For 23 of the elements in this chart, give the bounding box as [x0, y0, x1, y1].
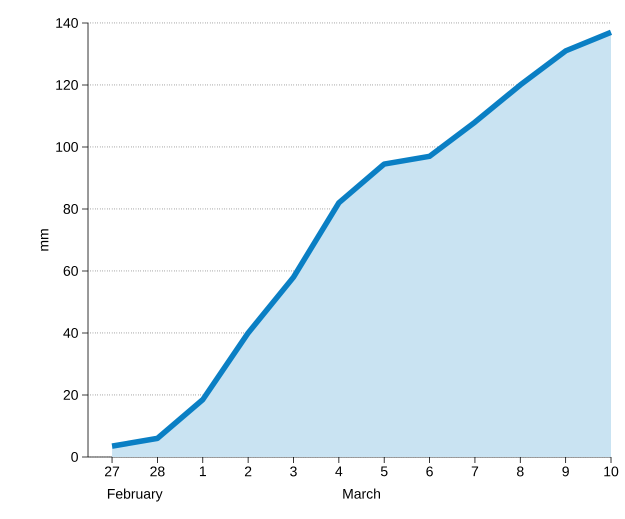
y-tick-label: 100: [56, 142, 78, 152]
x-tick-label: 6: [426, 466, 433, 476]
x-tick-label: 7: [472, 466, 478, 476]
x-tick-label: 3: [290, 466, 297, 476]
x-tick-label: 5: [380, 466, 388, 476]
x-tick-label: 1: [200, 466, 206, 476]
y-tick-label: 20: [64, 390, 78, 400]
x-tick-label: 27: [104, 466, 120, 476]
x-tick-label: 28: [150, 466, 165, 476]
text: March: [343, 488, 380, 499]
x-tick-label: 2: [244, 466, 252, 476]
x-tick-label: 8: [517, 466, 524, 476]
y-tick-label: 140: [56, 18, 78, 28]
y-axis-title: mm: [40, 229, 48, 251]
y-tick-label: 60: [64, 266, 78, 276]
y-tick-label: 40: [63, 328, 78, 338]
y-tick-label: 120: [56, 80, 78, 90]
y-tick-label: 80: [64, 204, 78, 214]
y-tick-label: 0: [71, 452, 78, 462]
x-tick-label: 10: [604, 466, 618, 476]
x-tick-label: 9: [562, 466, 569, 476]
text: February: [108, 488, 163, 502]
x-tick-label: 4: [335, 466, 342, 476]
